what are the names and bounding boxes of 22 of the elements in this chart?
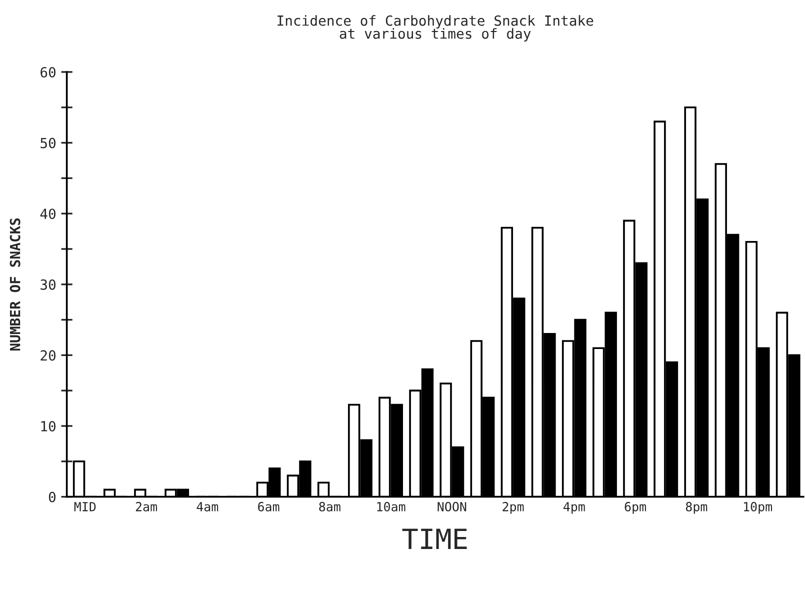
x-tick-label: 2am [136, 502, 157, 512]
x-tick-label: 6am [258, 502, 280, 512]
y-axis-title: NUMBER OF SNACKS [10, 218, 20, 350]
x-tick-label: 10pm [744, 502, 772, 514]
x-tick-label: 10am [377, 502, 406, 512]
x-tick-label: 8pm [686, 502, 708, 514]
y-tick-label: 50 [40, 138, 56, 148]
y-tick-label: 0 [48, 492, 56, 502]
x-tick-label: 8am [319, 502, 340, 512]
x-tick-label: 6pm [624, 502, 646, 514]
x-tick-label: NOON [438, 502, 466, 512]
y-tick-label: 40 [40, 208, 56, 220]
x-tick-label: 2pm [502, 502, 524, 514]
x-tick-label: MID [74, 502, 96, 512]
x-axis-title: TIME [402, 528, 467, 549]
y-tick-label: 60 [40, 66, 56, 78]
chart-title: Incidence of Carbohydrate Snack Intake at various times of day [278, 15, 594, 42]
x-tick-label: 4am [196, 502, 218, 512]
y-tick-label: 10 [41, 420, 56, 432]
y-tick-label: 30 [40, 279, 56, 290]
y-tick-label: 20 [40, 350, 56, 361]
x-tick-label: 4pm [564, 502, 585, 514]
